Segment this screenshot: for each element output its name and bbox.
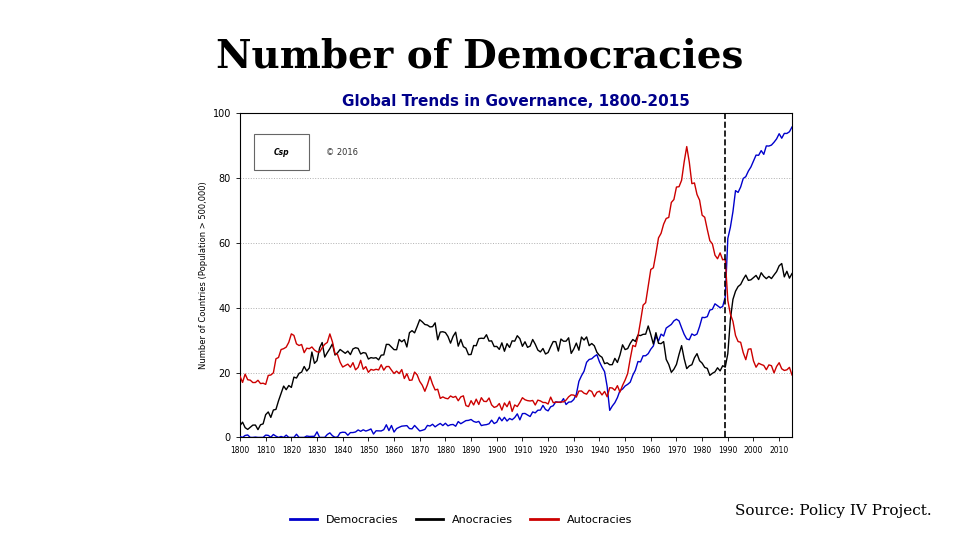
- Legend: Democracies, Anocracies, Autocracies: Democracies, Anocracies, Autocracies: [285, 510, 636, 529]
- Text: © 2016: © 2016: [325, 148, 357, 157]
- Y-axis label: Number of Countries (Population > 500,000): Number of Countries (Population > 500,00…: [200, 181, 208, 369]
- Title: Global Trends in Governance, 1800-2015: Global Trends in Governance, 1800-2015: [342, 94, 690, 110]
- FancyBboxPatch shape: [253, 134, 309, 170]
- Text: Number of Democracies: Number of Democracies: [216, 38, 744, 76]
- Text: Csp: Csp: [274, 148, 289, 157]
- Text: Source: Policy IV Project.: Source: Policy IV Project.: [734, 504, 931, 518]
